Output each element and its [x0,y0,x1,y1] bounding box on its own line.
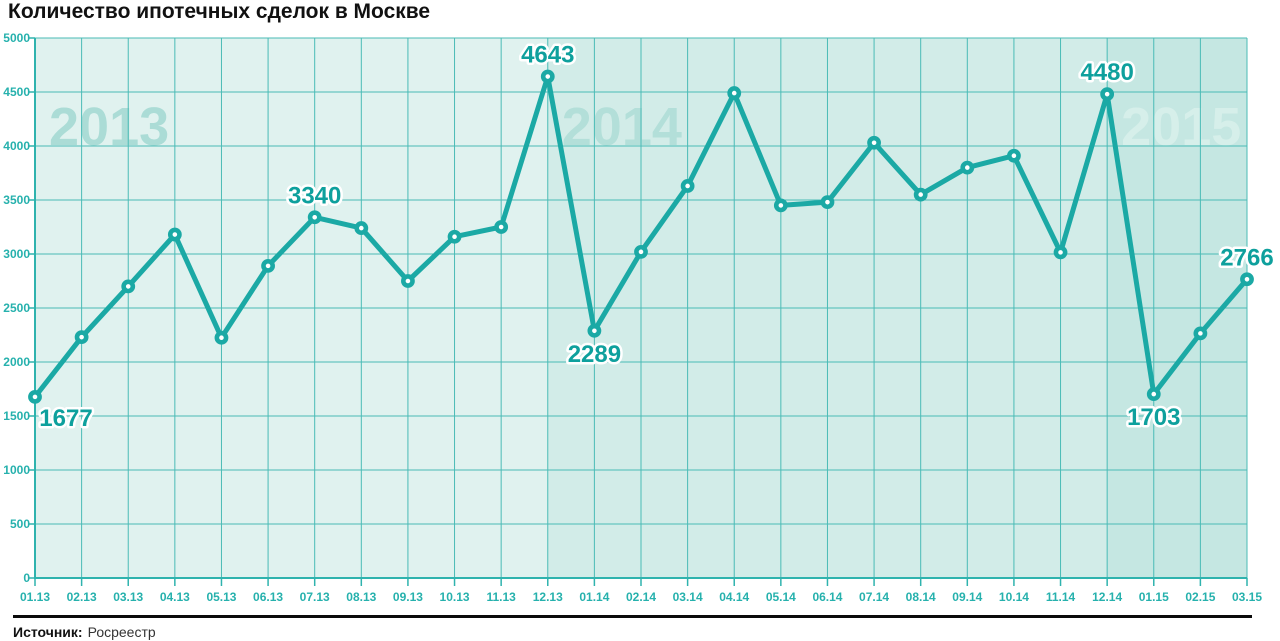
y-tick-label: 3500 [3,193,30,207]
data-point [867,135,881,150]
source-label: Источник: [13,624,83,640]
data-point [587,323,602,338]
data-point [447,229,462,244]
data-point [820,195,835,210]
y-tick-label: 0 [23,571,30,585]
x-tick-label: 12.14 [1092,590,1122,604]
x-tick-label: 02.13 [67,590,97,604]
data-point [1007,148,1021,163]
year-watermark: 2013 [49,97,169,157]
x-tick-label: 04.13 [160,590,190,604]
x-tick-label: 01.13 [20,590,50,604]
x-tick-label: 06.13 [253,590,283,604]
x-tick-label: 03.13 [113,590,143,604]
data-point [1240,272,1254,287]
data-point [773,198,788,213]
y-tick-label: 1000 [3,463,30,477]
separator-line [13,615,1252,618]
x-tick-label: 01.15 [1139,590,1169,604]
x-tick-label: 12.13 [533,590,563,604]
data-point-label: 1703 [1127,404,1180,431]
x-tick-label: 08.13 [346,590,376,604]
data-point [214,330,229,345]
data-point [634,244,648,259]
x-tick-label: 08.14 [906,590,936,604]
y-tick-label: 4000 [3,139,30,153]
y-tick-label: 4500 [3,85,30,99]
data-point [494,220,509,234]
x-tick-label: 11.13 [486,590,516,604]
x-tick-label: 09.14 [952,590,982,604]
y-tick-label: 2000 [3,355,30,369]
x-tick-label: 04.14 [719,590,749,604]
data-point [727,86,742,100]
y-tick-label: 5000 [3,31,30,45]
data-point [1146,387,1161,401]
x-tick-label: 03.15 [1232,590,1262,604]
x-tick-label: 07.13 [300,590,330,604]
x-tick-label: 03.14 [673,590,703,604]
x-tick-label: 09.13 [393,590,423,604]
x-tick-label: 02.15 [1185,590,1215,604]
y-tick-label: 3000 [3,247,30,261]
data-point-label: 1677 [39,405,92,432]
y-tick-label: 1500 [3,409,30,423]
data-point [121,279,136,294]
y-tick-label: 500 [10,517,30,531]
chart-title: Количество ипотечных сделок в Москве [8,0,431,23]
data-point [167,227,182,242]
x-tick-label: 05.13 [206,590,236,604]
data-point [74,330,89,345]
x-tick-label: 01.14 [579,590,609,604]
data-point [401,274,415,288]
data-point-label: 4480 [1080,59,1133,86]
data-point-label: 2289 [568,341,621,368]
year-watermark: 2014 [562,97,682,157]
data-point [680,179,695,193]
x-tick-label: 11.14 [1046,590,1076,604]
data-point-label: 3340 [288,182,341,209]
y-tick-label: 2500 [3,301,30,315]
x-tick-label: 06.14 [812,590,842,604]
data-point [28,389,42,404]
year-watermark: 2015 [1121,97,1241,157]
x-tick-label: 10.13 [440,590,470,604]
data-point [261,258,275,273]
line-chart: 2013 2014 2015 0 500 1000 1500 2000 2500 3000 3500… [3,31,1274,604]
data-point [1100,87,1115,102]
data-point [1193,326,1208,341]
source-value: Росреестр [87,624,156,640]
data-point [540,69,555,84]
data-point [354,221,369,235]
data-point [1053,245,1068,260]
x-tick-label: 10.14 [999,590,1029,604]
data-point [913,187,928,202]
source-line: Источник: Росреестр [13,624,156,640]
x-tick-label: 05.14 [766,590,796,604]
x-tick-label: 02.14 [626,590,656,604]
x-tick-label: 07.14 [859,590,889,604]
data-point [307,210,322,225]
data-point [960,160,975,175]
data-point-label: 2766 [1220,244,1273,271]
data-point-label: 4643 [521,42,574,69]
